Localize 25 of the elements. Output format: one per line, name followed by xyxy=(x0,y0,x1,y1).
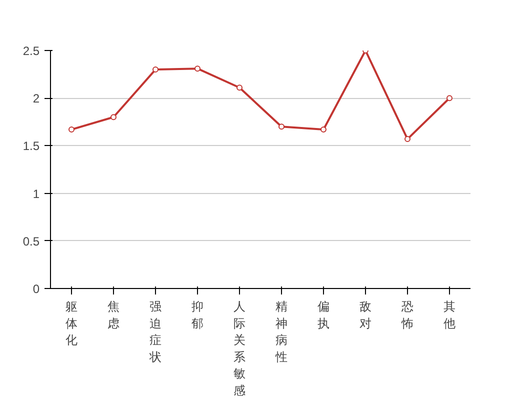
y-tick-label: 0 xyxy=(32,282,40,296)
y-tick-label: 1.5 xyxy=(22,139,40,154)
x-tick-label: 抑郁 xyxy=(192,300,204,330)
x-tick-label: 敌对 xyxy=(360,300,372,330)
point xyxy=(236,84,242,91)
x-tick-label: 焦虑 xyxy=(108,300,120,330)
x-tick-label: 恐怖 xyxy=(400,300,414,330)
point xyxy=(68,126,74,133)
point xyxy=(320,126,326,133)
y-tick-label: 0.5 xyxy=(22,234,40,248)
x-tick-label: 人际关系敏感 xyxy=(234,300,246,398)
y-tick-label: 2.5 xyxy=(22,44,40,58)
point xyxy=(446,95,452,102)
point xyxy=(194,66,200,72)
point xyxy=(404,136,410,142)
y-tick-label: 1 xyxy=(32,186,40,201)
point xyxy=(152,66,158,73)
x-tick-label: 其他 xyxy=(444,300,456,330)
x-tick-label: 偏执 xyxy=(318,300,330,330)
point xyxy=(278,124,284,130)
point xyxy=(110,114,116,120)
x-tick-label: 强迫症状 xyxy=(148,300,162,364)
x-tick-label: 精神病性 xyxy=(274,300,288,364)
y-tick-label: 2 xyxy=(32,92,40,106)
x-tick-label: 躯体化 xyxy=(66,300,78,348)
